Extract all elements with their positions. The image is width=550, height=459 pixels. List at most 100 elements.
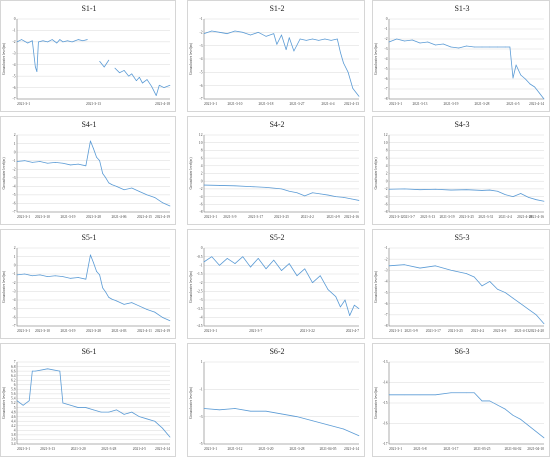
data-point xyxy=(22,404,24,406)
data-point xyxy=(96,156,97,158)
data-point xyxy=(509,46,511,48)
data-point xyxy=(108,297,110,298)
data-point xyxy=(131,411,133,413)
data-point xyxy=(288,37,290,39)
data-point xyxy=(135,80,137,82)
data-point xyxy=(358,95,360,97)
x-tick-label: 2021-4-14 xyxy=(155,447,170,451)
data-point xyxy=(211,256,213,258)
data-point xyxy=(489,400,491,402)
data-point xyxy=(304,268,306,270)
x-tick-label: 2021-4-2 xyxy=(471,329,484,333)
data-point xyxy=(31,275,33,277)
y-axis-label: Groundwater level(m) xyxy=(374,270,378,303)
series-line xyxy=(16,368,171,438)
data-point xyxy=(535,431,537,433)
data-point xyxy=(139,76,140,78)
chart-title: S5-3 xyxy=(454,233,469,242)
data-point xyxy=(458,47,460,49)
chart-svg: S5-3 Groundwater level(m) -1 -2 -3 -4 -5 -6 -7 -8… xyxy=(374,233,545,333)
y-tick-label: 0 xyxy=(14,150,16,154)
data-point xyxy=(319,193,321,195)
axes xyxy=(388,19,544,100)
y-axis-label: Groundwater level(m) xyxy=(374,42,378,75)
data-point xyxy=(296,192,298,194)
data-point xyxy=(169,84,171,86)
data-point xyxy=(312,420,313,422)
chart-title: S4-1 xyxy=(81,120,96,129)
x-tick-label: 2021-4-03 xyxy=(112,329,127,333)
x-tick-label: 2021-3-1 xyxy=(389,447,402,451)
data-point xyxy=(162,316,163,318)
data-point xyxy=(489,46,491,48)
data-point xyxy=(324,38,326,40)
data-point xyxy=(62,41,64,43)
data-point xyxy=(293,50,295,52)
x-tick-label: 2021-4-14 xyxy=(344,447,359,451)
data-point xyxy=(47,41,48,43)
x-tick-label: 2021-3-1 xyxy=(17,329,30,333)
data-point xyxy=(62,276,64,277)
data-point xyxy=(31,370,33,372)
data-point xyxy=(388,265,390,267)
data-point xyxy=(51,39,53,40)
x-tick-label: 2021-3-19 xyxy=(440,215,455,219)
y-tick-label: -1 xyxy=(13,159,16,163)
data-point xyxy=(16,41,18,43)
y-tick-label: -14 xyxy=(383,381,388,385)
data-point xyxy=(318,39,320,41)
x-tick-label: 2021-4-16 xyxy=(344,215,359,219)
series-line xyxy=(203,184,360,201)
y-tick-label: 0 xyxy=(14,17,16,21)
data-point xyxy=(163,87,165,88)
data-point xyxy=(59,370,61,372)
data-point xyxy=(87,39,88,40)
y-tick-label: -3 xyxy=(200,298,203,302)
data-point xyxy=(234,408,236,409)
y-tick-label: -1 xyxy=(385,246,388,250)
data-point xyxy=(344,299,346,301)
y-tick-label: 6.6 xyxy=(11,369,16,373)
data-point xyxy=(299,38,301,40)
y-tick-label: -3 xyxy=(385,47,388,51)
x-tick-label: 2021-3-28 xyxy=(475,102,490,106)
data-point xyxy=(56,42,58,44)
y-tick-label: 2 xyxy=(14,246,16,250)
data-point xyxy=(466,273,467,274)
y-axis-label: Groundwater level(m) xyxy=(189,157,193,190)
x-tick-label: 2021-3-9 xyxy=(223,215,236,219)
y-tick-label: -8 xyxy=(385,324,388,328)
y-tick-label: -4.5 xyxy=(197,324,203,328)
y-tick-label: -7 xyxy=(13,97,16,101)
chart-svg: S5-2 Groundwater level(m) 0 -0.5 -1 -1.5 -2 -2.… xyxy=(189,233,360,333)
y-tick-label: -8 xyxy=(385,210,388,214)
y-tick-label: 8 xyxy=(386,149,388,153)
chart-title: S5-2 xyxy=(269,233,284,242)
y-tick-label: 1 xyxy=(14,255,16,259)
data-point xyxy=(352,87,354,89)
chart-title: S6-2 xyxy=(269,347,284,356)
data-point xyxy=(131,187,133,189)
x-tick-label: 2021-04-02 xyxy=(505,447,522,451)
data-point xyxy=(103,66,105,68)
x-tick-label: 2021-3-28 xyxy=(101,447,116,451)
y-tick-label: 0 xyxy=(386,179,388,183)
x-tick-label: 2021-4-18 xyxy=(155,102,170,106)
data-point xyxy=(411,39,413,41)
data-point xyxy=(435,44,436,46)
data-point xyxy=(343,62,344,64)
data-point xyxy=(105,177,107,179)
y-tick-label: -6 xyxy=(200,84,203,88)
y-tick-label: -4 xyxy=(200,316,203,320)
y-tick-label: 7 xyxy=(14,360,16,364)
y-axis-label: Groundwater level(m) xyxy=(189,386,193,419)
y-tick-label: 6 xyxy=(201,156,203,160)
data-point xyxy=(512,196,514,197)
y-tick-label: -6 xyxy=(13,316,16,320)
data-point xyxy=(335,196,337,197)
axes xyxy=(16,135,170,213)
chart-svg: S4-3 Groundwater level(m) 12 10 8 6 4 2 0 -2 -4 -6 -… xyxy=(374,120,545,219)
x-tick-label: 2021-3-19 xyxy=(444,102,459,106)
data-point xyxy=(473,276,475,278)
